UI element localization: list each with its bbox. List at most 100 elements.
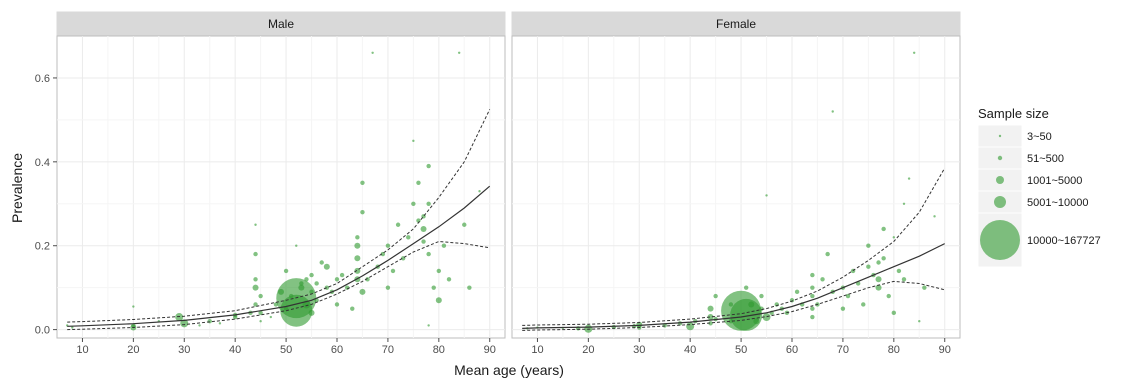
facet-strip (56, 11, 506, 37)
data-point (416, 180, 421, 186)
data-point (426, 251, 431, 257)
upper-bound-line (522, 167, 946, 326)
data-point (441, 243, 447, 248)
data-point (253, 251, 258, 257)
data-point (283, 268, 289, 274)
data-point (323, 263, 330, 270)
data-point (309, 289, 314, 295)
y-tick-label: 0.6 (35, 73, 50, 85)
data-point (295, 244, 298, 247)
data-point (411, 201, 416, 206)
x-tick-label: 40 (229, 344, 241, 356)
data-point (427, 324, 430, 327)
data-point (922, 285, 927, 290)
data-point (866, 243, 871, 248)
y-tick-label: 0.4 (35, 157, 50, 169)
data-point (713, 293, 718, 299)
legend-title: Sample size (978, 106, 1049, 121)
data-point (258, 293, 263, 299)
data-point (896, 268, 902, 274)
data-point (467, 285, 472, 290)
data-point (207, 319, 212, 324)
x-axis-title: Mean age (years) (454, 362, 564, 378)
data-point (902, 202, 906, 205)
legend-label: 51~500 (1027, 153, 1064, 165)
data-point (334, 277, 340, 282)
data-point (198, 324, 201, 327)
data-point (420, 225, 427, 232)
x-tick-label: 60 (331, 344, 343, 356)
x-tick-label: 70 (382, 344, 394, 356)
y-tick-label: 0.0 (35, 325, 50, 337)
data-point (309, 272, 314, 278)
data-point (314, 281, 319, 286)
data-point (360, 209, 365, 215)
data-point (876, 260, 881, 265)
legend: Sample size 3~50 51~500 1001~5000 5001~1000… (977, 106, 1101, 268)
data-point (907, 177, 911, 180)
data-point (765, 194, 768, 197)
data-point (258, 310, 263, 316)
data-point (421, 239, 426, 244)
data-point (426, 201, 431, 206)
data-point (875, 276, 882, 283)
legend-symbol (997, 155, 1003, 161)
x-tick-label: 50 (735, 344, 747, 356)
data-point (918, 320, 921, 323)
data-point (426, 163, 431, 169)
data-point (354, 255, 361, 262)
x-tick-label: 40 (684, 344, 696, 356)
data-point (457, 51, 461, 54)
data-point (390, 268, 396, 274)
data-point (845, 293, 851, 299)
data-point (891, 310, 897, 316)
data-point (371, 51, 374, 54)
x-tick-label: 70 (837, 344, 849, 356)
x-tick-label: 80 (433, 344, 445, 356)
data-point (132, 305, 135, 308)
legend-symbol (996, 176, 1004, 184)
panel-female: Female 10 20 30 40 50 60 70 80 90 (511, 11, 961, 356)
x-tick-label: 30 (633, 344, 645, 356)
data-point (875, 284, 882, 291)
data-point (762, 313, 771, 322)
data-point (304, 277, 309, 282)
data-point (308, 309, 315, 316)
data-point (831, 110, 834, 113)
data-point (881, 226, 886, 232)
data-point (901, 277, 907, 282)
facet-strip-label: Male (268, 17, 294, 31)
fit-line (522, 243, 945, 329)
x-tick-label: 50 (280, 344, 292, 356)
x-tick-label: 20 (582, 344, 594, 356)
data-point (825, 251, 830, 257)
legend-label: 1001~5000 (1027, 175, 1082, 187)
data-point (708, 321, 713, 326)
data-point (748, 301, 755, 308)
data-point (299, 281, 304, 286)
data-point (478, 189, 481, 193)
data-point (406, 235, 411, 240)
legend-label: 3~50 (1027, 131, 1052, 143)
data-point (861, 302, 866, 307)
legend-label: 10000~167727 (1027, 235, 1101, 247)
data-point (933, 215, 936, 218)
data-point (319, 260, 324, 265)
x-tick-label: 90 (939, 344, 951, 356)
x-tick-label: 20 (127, 344, 139, 356)
data-point (892, 236, 896, 239)
data-point (881, 256, 886, 261)
data-point (324, 285, 330, 290)
fit-line (67, 185, 491, 327)
data-point (354, 242, 361, 249)
data-point (743, 285, 749, 290)
legend-symbol (980, 220, 1020, 260)
data-point (180, 319, 189, 328)
facet-strip-label: Female (716, 17, 756, 31)
panel-male: Male 10 20 30 40 50 60 70 80 90 0.0 0.2 0.4 0.6 (35, 11, 506, 356)
data-point (707, 314, 714, 321)
x-tick-label: 10 (531, 344, 543, 356)
data-point (866, 264, 871, 269)
data-point (298, 284, 305, 291)
